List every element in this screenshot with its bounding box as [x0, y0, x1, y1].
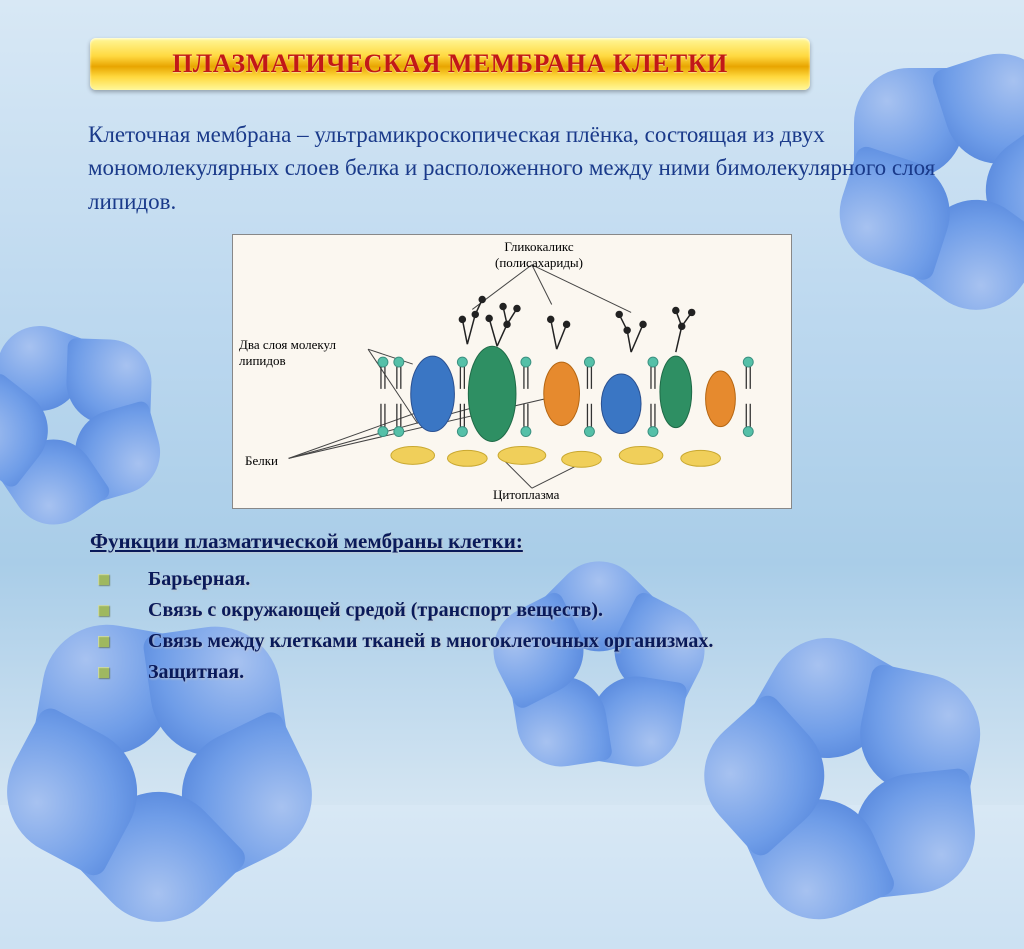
functions-list: Барьерная. Связь с окружающей средой (тр…	[90, 564, 1024, 688]
title-banner: ПЛАЗМАТИЧЕСКАЯ МЕМБРАНА КЛЕТКИ	[90, 38, 810, 90]
list-item: Связь между клетками тканей в многоклето…	[90, 626, 1024, 657]
functions-heading: Функции плазматической мембраны клетки:	[90, 529, 1024, 554]
list-item: Связь с окружающей средой (транспорт вещ…	[90, 595, 1024, 626]
label-cytoplasm: Цитоплазма	[493, 487, 559, 503]
list-item: Защитная.	[90, 657, 1024, 688]
definition-text: Клеточная мембрана – ультрамикроскопичес…	[88, 118, 974, 218]
label-proteins: Белки	[245, 453, 278, 469]
page-title: ПЛАЗМАТИЧЕСКАЯ МЕМБРАНА КЛЕТКИ	[172, 49, 728, 79]
label-lipids: Два слоя молекул липидов	[239, 337, 384, 369]
flower-decoration	[0, 288, 140, 488]
membrane-diagram: Гликокаликс(полисахариды) Два слоя молек…	[232, 234, 792, 509]
list-item: Барьерная.	[90, 564, 1024, 595]
label-glycocalyx: Гликокаликс(полисахариды)	[495, 239, 583, 271]
